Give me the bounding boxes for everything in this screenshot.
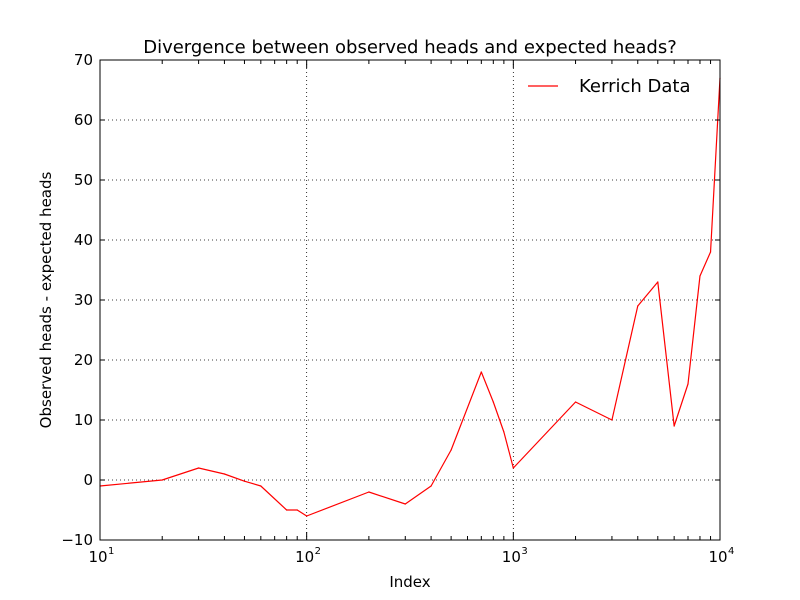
data-point: [286, 509, 288, 511]
data-point: [368, 491, 370, 493]
y-tick-label: 10: [74, 411, 93, 429]
data-point: [574, 401, 577, 403]
y-axis-label: Observed heads - expected heads: [37, 171, 55, 428]
data-point: [243, 480, 246, 482]
series-layer: [99, 77, 721, 517]
y-tick-label: −10: [61, 531, 93, 549]
y-tick-label: 30: [74, 291, 93, 309]
data-point: [673, 425, 675, 427]
legend: Kerrich Data: [528, 76, 690, 97]
data-point: [260, 485, 262, 487]
x-tick-exponent: 1: [108, 546, 114, 557]
data-point: [198, 467, 200, 469]
data-point: [512, 467, 514, 469]
data-point: [223, 473, 226, 475]
data-point: [687, 383, 689, 385]
data-point: [296, 509, 298, 511]
grid-layer: [100, 60, 720, 540]
data-point: [611, 419, 613, 421]
y-tick-label: 20: [74, 351, 93, 369]
data-point: [404, 503, 406, 505]
y-tick-label: 50: [74, 171, 93, 189]
x-tick-exponent: 2: [315, 546, 321, 557]
y-tick-label: 40: [74, 231, 93, 249]
y-tick-label: 60: [74, 111, 93, 129]
data-point: [430, 485, 432, 487]
data-point: [306, 515, 308, 517]
data-point: [657, 281, 659, 283]
data-point: [161, 479, 163, 481]
x-tick-label: 10: [295, 548, 314, 566]
data-point: [492, 401, 494, 403]
y-tick-label: 70: [74, 51, 93, 69]
data-point: [503, 431, 505, 433]
legend-label-kerrich-data: Kerrich Data: [579, 76, 690, 97]
x-tick-label: 10: [502, 548, 521, 566]
chart-title: Divergence between observed heads and ex…: [143, 37, 677, 58]
data-point: [709, 251, 712, 253]
x-axis-label: Index: [389, 573, 430, 591]
series-line-kerrich-data: [99, 77, 721, 517]
data-point: [637, 305, 639, 307]
x-tick-exponent: 4: [728, 546, 734, 557]
data-point: [480, 371, 482, 373]
x-tick-exponent: 3: [521, 546, 527, 557]
data-point: [450, 449, 452, 451]
x-tick-label: 10: [88, 548, 107, 566]
x-tick-label: 10: [708, 548, 727, 566]
data-point: [699, 275, 701, 277]
y-tick-label: 0: [83, 471, 93, 489]
